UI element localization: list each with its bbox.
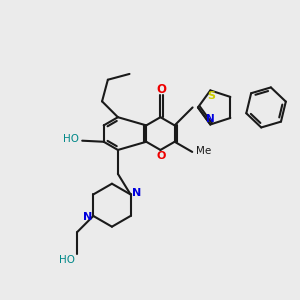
Text: N: N bbox=[206, 114, 215, 124]
Text: HO: HO bbox=[59, 255, 75, 265]
Text: S: S bbox=[208, 91, 215, 101]
Text: O: O bbox=[156, 83, 166, 96]
Text: N: N bbox=[132, 188, 141, 198]
Text: HO: HO bbox=[63, 134, 79, 144]
Text: N: N bbox=[83, 212, 92, 222]
Text: Me: Me bbox=[196, 146, 211, 156]
Text: O: O bbox=[157, 151, 166, 161]
